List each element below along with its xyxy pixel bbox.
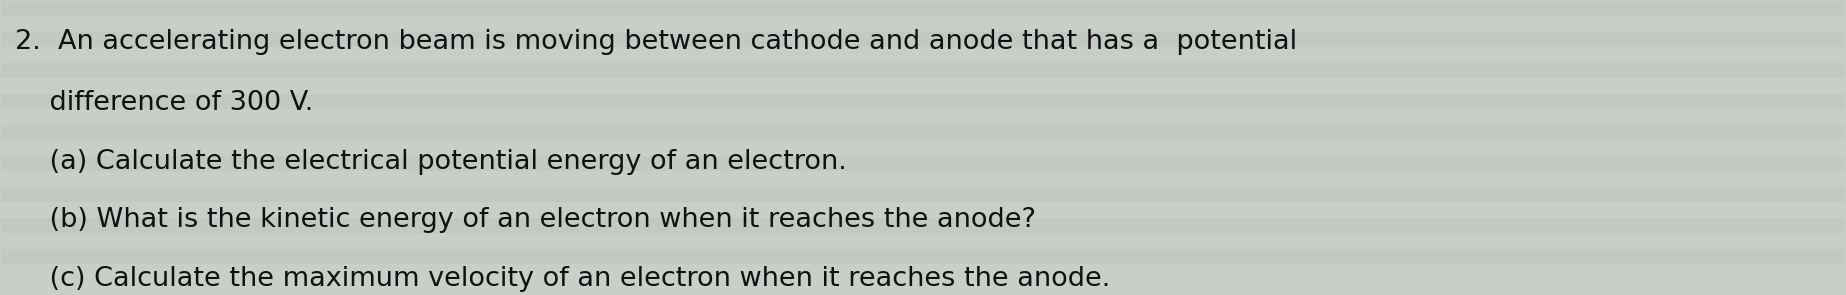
Text: (b) What is the kinetic energy of an electron when it reaches the anode?: (b) What is the kinetic energy of an ele… <box>15 207 1036 233</box>
Bar <box>0 233 1846 249</box>
Bar <box>0 264 1846 280</box>
Bar <box>0 63 1846 78</box>
Bar <box>0 16 1846 32</box>
Bar <box>0 47 1846 63</box>
Bar <box>0 140 1846 156</box>
Bar <box>0 218 1846 233</box>
Bar <box>0 94 1846 109</box>
Bar <box>0 1 1846 16</box>
Bar <box>0 187 1846 202</box>
Text: 2.  An accelerating electron beam is moving between cathode and anode that has a: 2. An accelerating electron beam is movi… <box>15 29 1298 55</box>
Text: (c) Calculate the maximum velocity of an electron when it reaches the anode.: (c) Calculate the maximum velocity of an… <box>15 266 1111 292</box>
Bar <box>0 109 1846 125</box>
Bar <box>0 249 1846 264</box>
Bar <box>0 171 1846 187</box>
Text: difference of 300 V.: difference of 300 V. <box>15 90 314 116</box>
Bar <box>0 125 1846 140</box>
Bar <box>0 78 1846 94</box>
Bar <box>0 156 1846 171</box>
Text: (a) Calculate the electrical potential energy of an electron.: (a) Calculate the electrical potential e… <box>15 149 847 175</box>
Bar <box>0 202 1846 218</box>
Bar <box>0 32 1846 47</box>
